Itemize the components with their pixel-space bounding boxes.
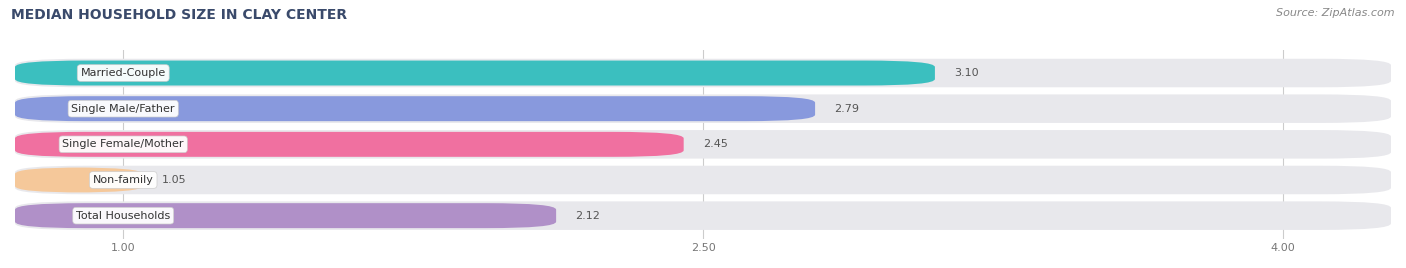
FancyBboxPatch shape — [15, 203, 557, 228]
Text: Non-family: Non-family — [93, 175, 153, 185]
FancyBboxPatch shape — [15, 166, 1391, 194]
FancyBboxPatch shape — [15, 130, 1391, 159]
FancyBboxPatch shape — [15, 61, 935, 85]
Text: 2.12: 2.12 — [575, 211, 600, 221]
Text: MEDIAN HOUSEHOLD SIZE IN CLAY CENTER: MEDIAN HOUSEHOLD SIZE IN CLAY CENTER — [11, 8, 347, 22]
Text: Source: ZipAtlas.com: Source: ZipAtlas.com — [1277, 8, 1395, 18]
FancyBboxPatch shape — [15, 168, 142, 192]
Text: 2.79: 2.79 — [834, 104, 859, 114]
FancyBboxPatch shape — [15, 132, 683, 157]
Text: Total Households: Total Households — [76, 211, 170, 221]
Text: Married-Couple: Married-Couple — [80, 68, 166, 78]
FancyBboxPatch shape — [15, 201, 1391, 230]
Text: 3.10: 3.10 — [955, 68, 979, 78]
FancyBboxPatch shape — [15, 59, 1391, 87]
FancyBboxPatch shape — [15, 94, 1391, 123]
FancyBboxPatch shape — [15, 96, 815, 121]
Text: 2.45: 2.45 — [703, 139, 728, 149]
Text: 1.05: 1.05 — [162, 175, 187, 185]
Text: Single Male/Father: Single Male/Father — [72, 104, 174, 114]
Text: Single Female/Mother: Single Female/Mother — [62, 139, 184, 149]
